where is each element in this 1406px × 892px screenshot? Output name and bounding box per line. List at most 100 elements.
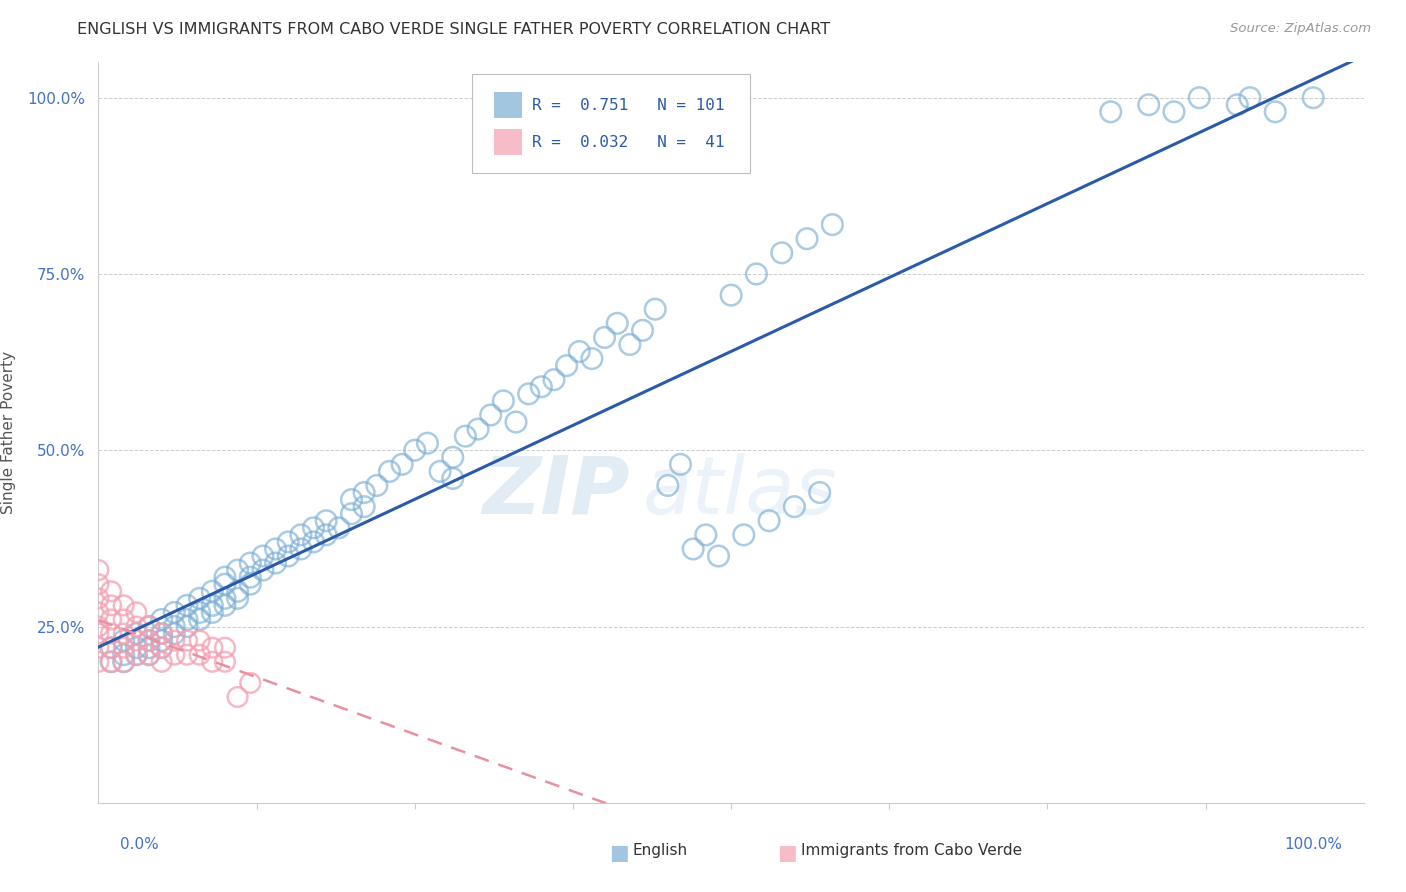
- Point: [201, 606, 224, 620]
- Point: [201, 584, 224, 599]
- Point: [214, 577, 236, 591]
- Point: [125, 648, 148, 662]
- Point: [302, 521, 325, 535]
- Point: [239, 570, 262, 584]
- Point: [100, 655, 122, 669]
- Text: ■: ■: [778, 843, 797, 863]
- Point: [176, 612, 198, 626]
- Text: R =  0.032   N =  41: R = 0.032 N = 41: [533, 135, 725, 150]
- Point: [796, 232, 818, 246]
- Point: [163, 619, 186, 633]
- Text: atlas: atlas: [643, 453, 838, 531]
- Point: [214, 591, 236, 606]
- Point: [125, 606, 148, 620]
- Point: [100, 599, 122, 613]
- Point: [1226, 97, 1249, 112]
- Point: [239, 676, 262, 690]
- Point: [112, 640, 135, 655]
- Point: [252, 563, 274, 577]
- Point: [416, 436, 439, 450]
- Point: [138, 633, 160, 648]
- Text: Source: ZipAtlas.com: Source: ZipAtlas.com: [1230, 22, 1371, 36]
- Point: [112, 655, 135, 669]
- Point: [125, 633, 148, 648]
- Point: [1163, 104, 1185, 119]
- Point: [176, 599, 198, 613]
- Point: [454, 429, 477, 443]
- Point: [125, 626, 148, 640]
- Point: [201, 599, 224, 613]
- Point: [87, 640, 110, 655]
- Point: [214, 599, 236, 613]
- FancyBboxPatch shape: [495, 92, 523, 118]
- Point: [1188, 91, 1211, 105]
- Point: [226, 591, 249, 606]
- Point: [517, 387, 540, 401]
- Y-axis label: Single Father Poverty: Single Father Poverty: [1, 351, 15, 514]
- Point: [100, 626, 122, 640]
- Point: [277, 549, 299, 563]
- Point: [125, 640, 148, 655]
- Point: [150, 612, 173, 626]
- Point: [315, 514, 337, 528]
- Text: Immigrants from Cabo Verde: Immigrants from Cabo Verde: [801, 843, 1022, 858]
- Point: [340, 507, 363, 521]
- Point: [188, 648, 211, 662]
- Point: [315, 528, 337, 542]
- Point: [631, 323, 654, 337]
- Point: [391, 458, 413, 472]
- Point: [100, 640, 122, 655]
- Point: [112, 648, 135, 662]
- Point: [252, 549, 274, 563]
- Point: [239, 577, 262, 591]
- Point: [277, 535, 299, 549]
- Point: [353, 500, 375, 514]
- Point: [808, 485, 831, 500]
- Point: [720, 288, 742, 302]
- Point: [695, 528, 717, 542]
- Point: [100, 655, 122, 669]
- Point: [366, 478, 388, 492]
- Point: [201, 655, 224, 669]
- FancyBboxPatch shape: [471, 73, 751, 173]
- Point: [176, 633, 198, 648]
- Point: [404, 443, 426, 458]
- Point: [682, 541, 704, 556]
- Point: [290, 528, 312, 542]
- Point: [543, 373, 565, 387]
- Point: [150, 633, 173, 648]
- Point: [138, 633, 160, 648]
- Point: [188, 606, 211, 620]
- Point: [163, 648, 186, 662]
- Point: [87, 655, 110, 669]
- Point: [214, 655, 236, 669]
- FancyBboxPatch shape: [495, 129, 523, 155]
- Point: [264, 541, 287, 556]
- Point: [87, 606, 110, 620]
- Text: ZIP: ZIP: [482, 453, 630, 531]
- Point: [112, 655, 135, 669]
- Point: [188, 591, 211, 606]
- Point: [138, 619, 160, 633]
- Point: [1099, 104, 1122, 119]
- Point: [100, 612, 122, 626]
- Point: [112, 612, 135, 626]
- Point: [441, 471, 464, 485]
- Point: [100, 640, 122, 655]
- Point: [669, 458, 692, 472]
- Point: [163, 633, 186, 648]
- Point: [239, 556, 262, 570]
- Point: [138, 648, 160, 662]
- Point: [657, 478, 679, 492]
- Point: [353, 485, 375, 500]
- Point: [188, 633, 211, 648]
- Point: [125, 619, 148, 633]
- Point: [302, 535, 325, 549]
- Point: [733, 528, 755, 542]
- Point: [568, 344, 591, 359]
- Point: [821, 218, 844, 232]
- Point: [150, 626, 173, 640]
- Point: [87, 577, 110, 591]
- Point: [555, 359, 578, 373]
- Point: [340, 492, 363, 507]
